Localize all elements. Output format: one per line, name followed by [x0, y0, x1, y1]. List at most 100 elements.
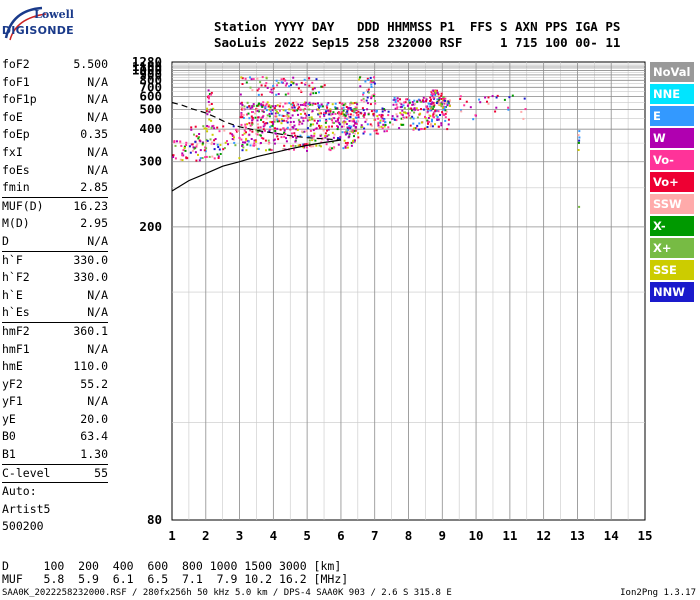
param-value: 0.35 — [80, 127, 108, 142]
echo-point — [420, 108, 422, 111]
echo-point — [495, 106, 498, 109]
echo-point — [317, 104, 320, 107]
echo-point — [312, 86, 315, 89]
echo-point — [396, 106, 399, 109]
echo-point — [302, 117, 305, 120]
echo-point — [354, 139, 356, 142]
echo-point — [379, 121, 382, 124]
echo-point — [344, 131, 346, 134]
echo-point — [364, 80, 367, 83]
echo-point — [336, 120, 339, 123]
echo-point — [270, 149, 273, 151]
x-tick-label: 5 — [303, 528, 311, 543]
echo-point — [185, 144, 188, 146]
echo-point — [578, 136, 581, 139]
echo-point — [317, 113, 320, 116]
echo-point — [363, 114, 366, 116]
param-value: 55.2 — [80, 376, 108, 391]
echo-point — [273, 142, 276, 145]
echo-point — [249, 107, 252, 110]
echo-point — [241, 77, 244, 80]
param-value: 5.500 — [73, 57, 108, 71]
echo-point — [303, 103, 305, 106]
echo-point — [578, 130, 581, 133]
echo-point — [351, 110, 354, 112]
echo-point — [357, 132, 359, 135]
echo-point — [389, 121, 391, 124]
echo-point — [328, 148, 331, 151]
echo-point — [435, 92, 437, 95]
echo-point — [264, 139, 267, 142]
echo-point — [321, 105, 324, 108]
echo-point — [327, 109, 330, 112]
echo-point — [312, 129, 315, 132]
echo-point — [426, 111, 429, 114]
echo-point — [274, 127, 276, 130]
echo-point — [329, 110, 332, 113]
echo-point — [370, 81, 373, 84]
echo-point — [373, 109, 376, 112]
echo-point — [372, 95, 375, 97]
echo-point — [241, 108, 244, 111]
echo-point — [239, 93, 242, 96]
echo-point — [216, 126, 219, 129]
param-row: hmF2 360.1 — [2, 323, 108, 341]
echo-point — [181, 159, 184, 162]
echo-point — [261, 105, 264, 108]
echo-point — [344, 133, 347, 136]
echo-point — [260, 84, 263, 87]
echo-point — [346, 110, 349, 113]
echo-point — [344, 145, 347, 148]
echo-point — [268, 130, 271, 133]
echo-point — [241, 134, 244, 136]
legend-item-sse: SSE — [650, 260, 694, 280]
echo-point — [321, 85, 324, 88]
echo-point — [429, 100, 432, 102]
echo-point — [194, 151, 197, 154]
echo-point — [431, 118, 433, 121]
echo-point — [223, 129, 226, 132]
echo-point — [484, 96, 487, 99]
legend-item-x: X- — [650, 216, 694, 236]
echo-point — [190, 128, 193, 131]
echo-point — [309, 125, 312, 128]
echo-point — [431, 94, 434, 97]
echo-point — [207, 125, 210, 128]
echo-point — [295, 137, 298, 140]
echo-point — [346, 141, 349, 144]
echo-point — [253, 142, 256, 145]
echo-point — [240, 76, 243, 79]
echo-point — [397, 99, 399, 102]
param-name: Auto: — [2, 484, 37, 499]
echo-point — [238, 157, 241, 160]
echo-point — [343, 139, 346, 142]
echo-point — [199, 149, 202, 152]
echo-point — [355, 116, 358, 119]
echo-point — [343, 122, 346, 125]
echo-point — [252, 78, 255, 81]
echo-point — [337, 111, 340, 114]
echo-point — [272, 120, 275, 123]
echo-point — [210, 91, 213, 94]
echo-point — [373, 93, 376, 96]
echo-point — [299, 103, 302, 106]
echo-point — [441, 111, 444, 114]
x-tick-label: 6 — [337, 528, 345, 543]
param-name: foF1 — [2, 74, 30, 89]
echo-point — [424, 97, 427, 100]
echo-point — [440, 122, 443, 125]
echo-point — [437, 110, 440, 113]
echo-point — [402, 123, 405, 126]
echo-point — [289, 116, 292, 119]
echo-point — [391, 123, 394, 126]
echo-point — [373, 76, 375, 79]
echo-point — [269, 125, 272, 128]
echo-point — [326, 129, 328, 132]
echo-point — [362, 93, 365, 96]
echo-point — [245, 131, 247, 134]
echo-point — [394, 101, 397, 103]
echo-point — [369, 103, 372, 106]
echo-point — [444, 99, 447, 102]
echo-point — [264, 129, 266, 132]
echo-point — [366, 77, 369, 80]
